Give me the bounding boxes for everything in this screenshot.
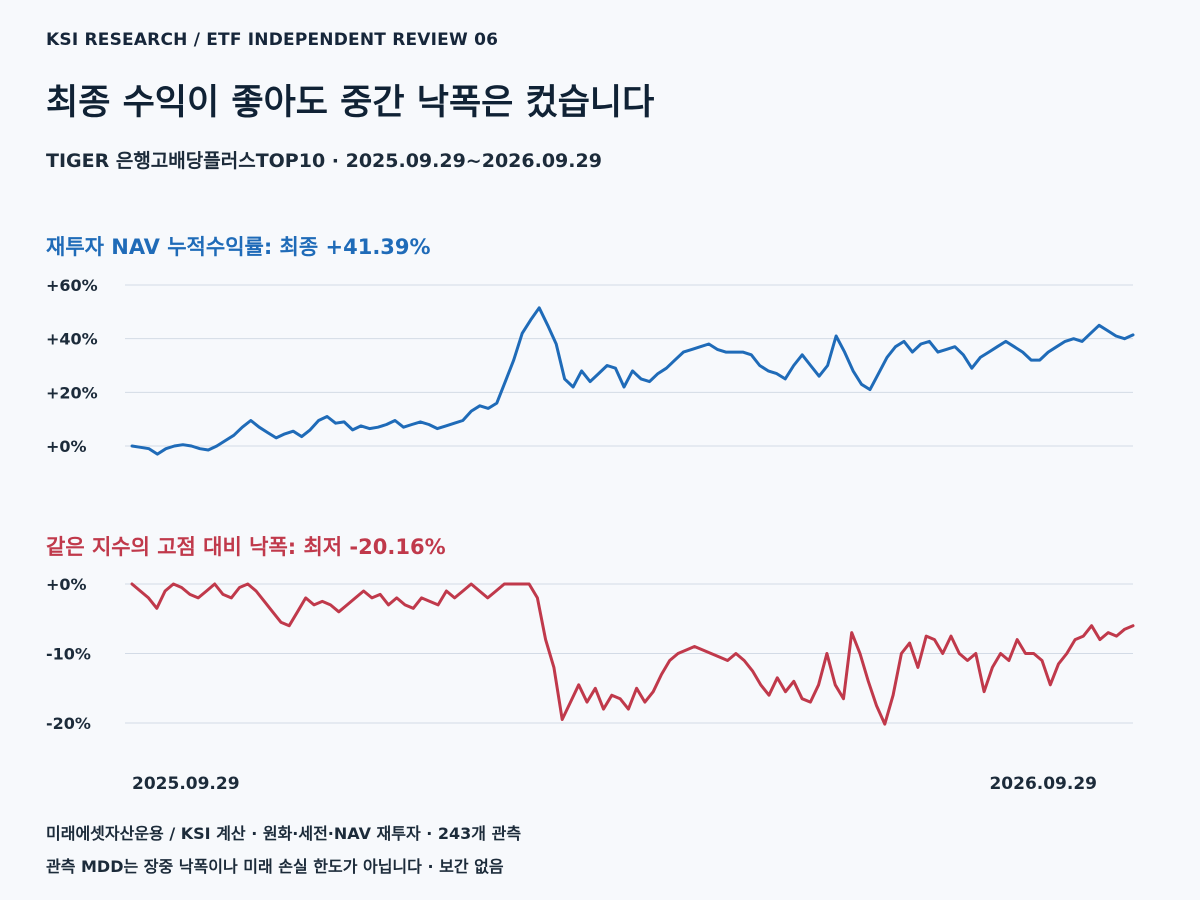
y-tick-label: +0% [46, 437, 87, 456]
y-tick-label: -20% [46, 714, 91, 733]
x-axis-labels: 2025.09.29 2026.09.29 [132, 774, 1097, 794]
drawdown-chart-title: 같은 지수의 고점 대비 낙폭: 최저 -20.16% [46, 535, 446, 559]
y-tick-label: +0% [46, 575, 87, 594]
drawdown-chart-y-axis: +0% -10% -20% [46, 575, 91, 733]
footnote-source: 미래에셋자산운용 / KSI 계산 · 원화·세전·NAV 재투자 · 243개… [46, 824, 522, 843]
footnote-disclaimer: 관측 MDD는 장중 낙폭이나 미래 손실 한도가 아닙니다 · 보간 없음 [46, 857, 504, 876]
x-tick-label-end: 2026.09.29 [989, 774, 1097, 794]
y-tick-label: -10% [46, 645, 91, 664]
eyebrow-label: KSI RESEARCH / ETF INDEPENDENT REVIEW 06 [46, 30, 499, 50]
x-tick-label-start: 2025.09.29 [132, 774, 240, 794]
nav-chart-grid [125, 284, 1133, 447]
drawdown-chart-grid [125, 583, 1133, 724]
nav-series-line [130, 306, 1135, 456]
drawdown-series-line [130, 582, 1135, 726]
page-subtitle: TIGER 은행고배당플러스TOP10 · 2025.09.29~2026.09… [46, 150, 602, 172]
y-tick-label: +20% [46, 383, 98, 402]
page-title: 최종 수익이 좋아도 중간 낙폭은 컸습니다 [46, 83, 655, 123]
y-tick-label: +60% [46, 276, 98, 295]
y-tick-label: +40% [46, 330, 98, 349]
nav-chart-title: 재투자 NAV 누적수익률: 최종 +41.39% [46, 235, 431, 259]
nav-chart-y-axis: +0% +20% +40% +60% [46, 276, 98, 456]
